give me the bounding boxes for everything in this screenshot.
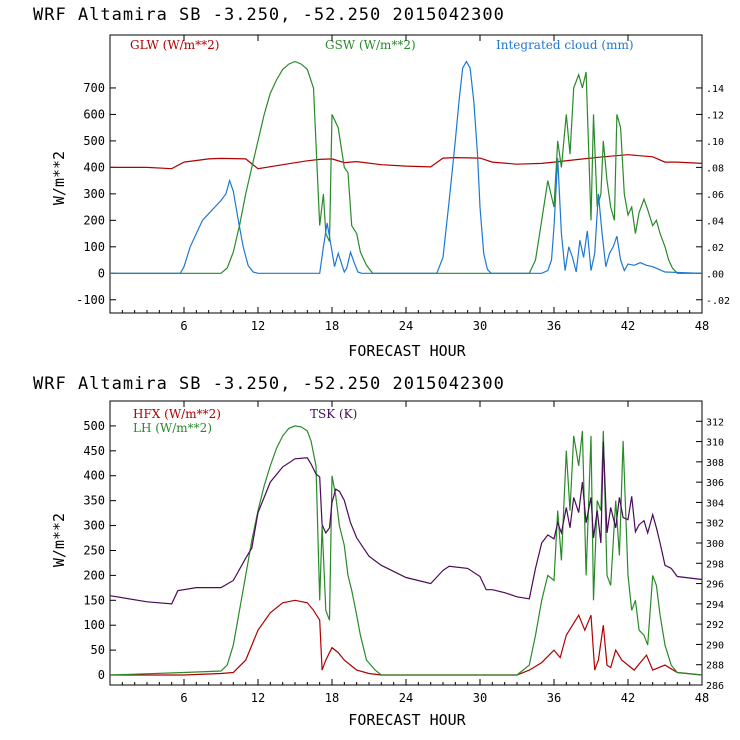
legend-lh: LH (W/m**2)	[133, 421, 212, 435]
right-y-tick-label: 296	[706, 580, 724, 591]
x-tick-label: 12	[251, 691, 265, 705]
x-tick-label: 24	[399, 691, 413, 705]
y-tick-label: 200	[83, 568, 105, 582]
y-axis-label-bottom: W/m**2	[50, 513, 68, 567]
right-y-tick-label: .00	[706, 269, 724, 280]
y-tick-label: 300	[83, 187, 105, 201]
x-tick-label: 42	[621, 319, 635, 333]
x-tick-label: 12	[251, 319, 265, 333]
right-y-tick-label: .12	[706, 110, 724, 121]
plot-frame	[109, 34, 703, 314]
right-y-tick-label: .04	[706, 216, 724, 227]
x-tick-label: 48	[695, 691, 709, 705]
y-tick-label: 50	[91, 643, 105, 657]
legend-integrated-cloud: Integrated cloud (mm)	[496, 38, 634, 52]
y-tick-label: 450	[83, 444, 105, 458]
x-axis-label-top: FORECAST HOUR	[348, 342, 466, 360]
right-y-tick-label: 312	[706, 417, 724, 428]
right-y-tick-label: .02	[706, 243, 724, 254]
panel-flux-skin-temp: WRF Altamira SB -3.250, -52.250 20150423…	[33, 374, 724, 729]
legend-hfx: HFX (W/m**2)	[133, 407, 221, 421]
y-tick-label: 700	[83, 81, 105, 95]
right-y-tick-label: -.02	[706, 296, 730, 307]
series-line-integrated	[110, 60, 703, 274]
x-tick-label: 30	[473, 319, 487, 333]
x-tick-label: 24	[399, 319, 413, 333]
y-tick-label: 300	[83, 519, 105, 533]
x-tick-label: 18	[325, 691, 339, 705]
right-y-tick-label: 300	[706, 539, 724, 550]
legend-glw: GLW (W/m**2)	[130, 38, 219, 52]
series-line-glw	[110, 154, 703, 170]
y-tick-label: 150	[83, 593, 105, 607]
y-tick-label: 100	[83, 618, 105, 632]
y-tick-label: 500	[83, 134, 105, 148]
right-y-tick-label: .06	[706, 190, 724, 201]
right-y-tick-label: 306	[706, 478, 724, 489]
y-tick-label: 100	[83, 240, 105, 254]
x-tick-label: 6	[180, 319, 187, 333]
chart-title-bottom: WRF Altamira SB -3.250, -52.250 20150423…	[33, 374, 505, 394]
right-y-tick-label: 302	[706, 519, 724, 530]
y-tick-label: 350	[83, 494, 105, 508]
y-tick-label: 400	[83, 469, 105, 483]
right-y-tick-label: 310	[706, 438, 724, 449]
right-y-tick-label: .14	[706, 84, 724, 95]
y-tick-label: 400	[83, 160, 105, 174]
y-tick-label: -100	[76, 293, 105, 307]
right-y-tick-label: 294	[706, 600, 724, 611]
x-axis-label-bottom: FORECAST HOUR	[348, 711, 466, 729]
y-tick-label: 250	[83, 543, 105, 557]
series-line-hfx	[110, 599, 703, 676]
y-axis-label-top: W/m**2	[50, 151, 68, 205]
right-y-tick-label: .08	[706, 163, 724, 174]
legend-tsk: TSK (K)	[310, 407, 357, 421]
series-line-tsk	[109, 441, 703, 605]
y-tick-label: 0	[98, 266, 105, 280]
x-tick-label: 48	[695, 319, 709, 333]
right-y-tick-label: 288	[706, 661, 724, 672]
right-y-tick-label: 304	[706, 498, 724, 509]
x-tick-label: 6	[180, 691, 187, 705]
y-tick-label: 600	[83, 107, 105, 121]
x-tick-label: 36	[547, 319, 561, 333]
series-line-gsw	[110, 60, 702, 274]
right-y-tick-label: .10	[706, 137, 724, 148]
y-tick-label: 200	[83, 213, 105, 227]
series-line-lh	[109, 425, 703, 676]
x-tick-label: 36	[547, 691, 561, 705]
right-y-tick-label: 290	[706, 640, 724, 651]
right-y-tick-label: 286	[706, 681, 724, 692]
y-tick-label: 500	[83, 419, 105, 433]
right-y-tick-label: 292	[706, 620, 724, 631]
y-tick-label: 0	[98, 668, 105, 682]
panel-radiation-cloud: WRF Altamira SB -3.250, -52.250 20150423…	[33, 5, 730, 360]
x-tick-label: 42	[621, 691, 635, 705]
x-tick-label: 30	[473, 691, 487, 705]
legend-gsw: GSW (W/m**2)	[325, 38, 416, 52]
right-y-tick-label: 298	[706, 559, 724, 570]
chart-title-top: WRF Altamira SB -3.250, -52.250 20150423…	[33, 5, 505, 25]
right-y-tick-label: 308	[706, 458, 724, 469]
x-tick-label: 18	[325, 319, 339, 333]
